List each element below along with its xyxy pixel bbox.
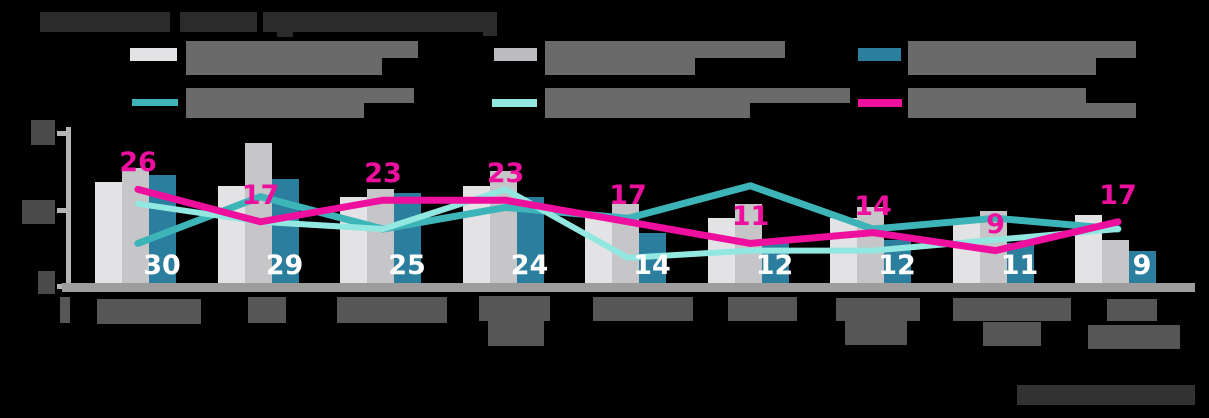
redacted-x-axis-labels: [337, 297, 447, 323]
line-value-label: 23: [486, 158, 525, 190]
line-swatch-line-teal: [132, 99, 178, 106]
redacted-legend-text: [545, 103, 750, 118]
redacted-y-axis-labels: [31, 120, 55, 145]
redacted-x-axis-labels: [60, 297, 70, 323]
bar-swatch-bar-medium: [494, 48, 537, 61]
redacted-legend-text: [545, 88, 850, 103]
line-value-label: 26: [119, 147, 157, 179]
bar-value-label: 25: [388, 250, 426, 281]
bar-value-label: 24: [510, 250, 549, 281]
redacted-title: [483, 31, 497, 36]
redacted-legend-text: [186, 103, 364, 118]
redacted-y-axis-labels: [38, 271, 55, 294]
redacted-title: [40, 12, 170, 32]
redacted-x-axis-labels: [479, 296, 550, 321]
y-axis-tick-top: [57, 131, 66, 136]
bar-bar-light: [95, 182, 122, 283]
y-axis-line: [66, 127, 71, 288]
bar-value-label: 29: [265, 250, 304, 281]
bar-bar-light: [340, 196, 367, 283]
y-axis-tick-middle: [57, 208, 66, 213]
line-value-label: 17: [241, 179, 280, 211]
bar-value-label: 12: [755, 250, 794, 281]
redacted-x-axis-labels: [728, 297, 797, 321]
redacted-legend-text: [186, 41, 418, 58]
line-value-label: 11: [731, 201, 770, 233]
redacted-x-axis-labels: [97, 299, 201, 324]
redacted-x-axis-labels: [593, 297, 693, 321]
line-value-label: 17: [1099, 179, 1137, 211]
redacted-footnote: [1017, 385, 1195, 405]
redacted-x-axis-labels: [836, 298, 920, 321]
x-axis-baseline-band: [62, 283, 1195, 292]
bar-bar-light: [585, 214, 612, 283]
line-value-label: 9: [986, 208, 1005, 240]
redacted-x-axis-labels: [1107, 299, 1157, 321]
redacted-legend-text: [908, 58, 1096, 75]
bar-bar-light: [462, 185, 490, 283]
redacted-title: [180, 12, 257, 32]
redacted-title: [263, 12, 497, 32]
line-value-label: 14: [854, 190, 892, 222]
bar-bar-teal: [1129, 250, 1156, 283]
bar-swatch-bar-teal: [858, 48, 901, 61]
redacted-x-axis-labels: [488, 321, 544, 346]
bar-value-label: 11: [1000, 250, 1039, 281]
line-swatch-line-cyan: [492, 99, 537, 107]
redacted-legend-text: [545, 41, 785, 58]
bar-swatch-bar-light: [130, 48, 177, 61]
line-swatch-line-magenta: [858, 99, 902, 107]
redacted-x-axis-labels: [845, 321, 907, 345]
bar-value-label: 30: [143, 250, 181, 281]
line-value-label: 17: [609, 179, 647, 211]
bar-value-label: 14: [633, 250, 671, 281]
bar-value-label: 12: [878, 250, 916, 281]
redacted-y-axis-labels: [22, 200, 55, 224]
redacted-x-axis-labels: [248, 297, 286, 323]
redacted-legend-text: [908, 41, 1136, 58]
redacted-legend-text: [186, 88, 414, 103]
bar-value-label: 9: [1132, 250, 1152, 281]
redacted-title: [277, 32, 293, 37]
redacted-x-axis-labels: [1088, 325, 1180, 349]
bar-bar-light: [830, 218, 857, 283]
redacted-legend-text: [545, 58, 695, 75]
redacted-legend-text: [186, 58, 382, 75]
bar-bar-light: [1075, 214, 1102, 283]
line-value-label: 23: [364, 158, 402, 190]
y-axis-tick-bottom: [57, 284, 66, 289]
redacted-legend-text: [908, 103, 1136, 118]
redacted-x-axis-labels: [983, 322, 1041, 346]
redacted-legend-text: [908, 88, 1086, 103]
redacted-x-axis-labels: [953, 298, 1071, 321]
